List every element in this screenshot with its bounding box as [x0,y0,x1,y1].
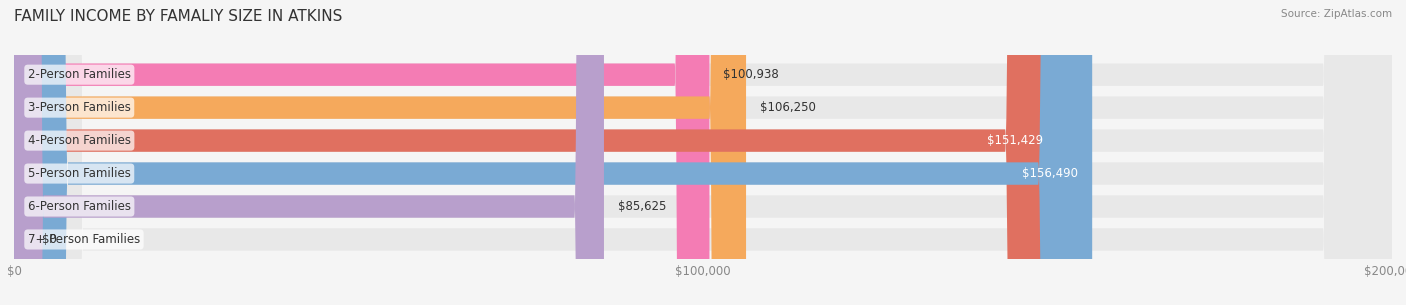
Text: Source: ZipAtlas.com: Source: ZipAtlas.com [1281,9,1392,19]
Text: 5-Person Families: 5-Person Families [28,167,131,180]
FancyBboxPatch shape [14,0,747,305]
FancyBboxPatch shape [14,0,1092,305]
Text: 6-Person Families: 6-Person Families [28,200,131,213]
Text: 2-Person Families: 2-Person Families [28,68,131,81]
FancyBboxPatch shape [14,0,1392,305]
FancyBboxPatch shape [14,0,1392,305]
FancyBboxPatch shape [14,0,1392,305]
FancyBboxPatch shape [14,0,605,305]
FancyBboxPatch shape [14,0,1392,305]
Text: $151,429: $151,429 [987,134,1043,147]
Text: 7+ Person Families: 7+ Person Families [28,233,141,246]
Text: 3-Person Families: 3-Person Families [28,101,131,114]
FancyBboxPatch shape [14,0,1057,305]
FancyBboxPatch shape [14,0,1392,305]
Text: $106,250: $106,250 [759,101,815,114]
Text: $85,625: $85,625 [617,200,666,213]
Text: 4-Person Families: 4-Person Families [28,134,131,147]
FancyBboxPatch shape [14,0,710,305]
Text: $100,938: $100,938 [723,68,779,81]
Text: FAMILY INCOME BY FAMALIY SIZE IN ATKINS: FAMILY INCOME BY FAMALIY SIZE IN ATKINS [14,9,343,24]
FancyBboxPatch shape [14,0,1392,305]
Text: $156,490: $156,490 [1022,167,1078,180]
Text: $0: $0 [42,233,56,246]
